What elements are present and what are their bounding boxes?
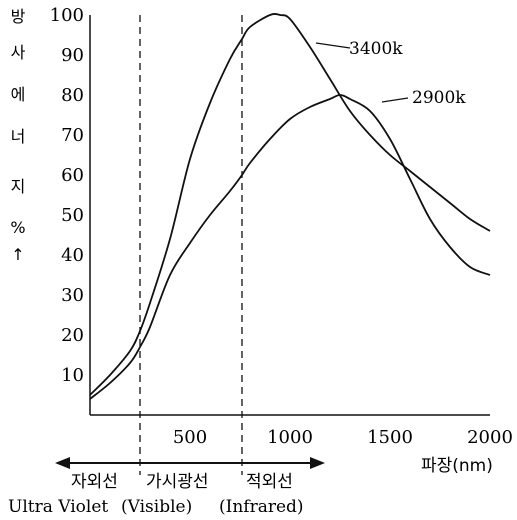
y-tick-label: 80: [61, 85, 84, 106]
x-tick-label: 1000: [267, 427, 313, 448]
y-tick-labels: 10 20 30 40 50 60 70 80 90 100: [50, 5, 84, 386]
y-tick-label: 40: [61, 245, 84, 266]
y-tick-label: 70: [61, 125, 84, 146]
y-tick-label: 60: [61, 165, 84, 186]
ir-label-en: (Infrared): [219, 497, 304, 517]
y-tick-label: 100: [50, 5, 84, 26]
x-tick-labels: 500 1000 1500 2000: [173, 427, 513, 448]
series-3400k-leader: [315, 42, 351, 49]
uv-label-kr: 자외선: [71, 472, 118, 492]
series-line-2900k: [89, 94, 491, 400]
series-3400k-label: 3400k: [349, 39, 403, 59]
y-tick-label: 90: [61, 45, 84, 66]
visible-label-en: (Visible): [121, 497, 192, 517]
series-line-3400k: [89, 13, 491, 396]
series-2900k-leader: [381, 97, 409, 103]
series-2900k-label: 2900k: [412, 88, 466, 108]
visible-label-kr: 가시광선: [146, 472, 209, 492]
y-axis-label-char: 에: [11, 85, 26, 104]
band-arrow-left-head: [55, 457, 70, 469]
x-tick-label: 500: [173, 427, 207, 448]
uv-label-en: Ultra Violet: [8, 497, 108, 517]
x-tick-label: 2000: [467, 427, 513, 448]
y-axis-label-char: ↑: [11, 245, 24, 264]
y-axis-label-char: 방: [11, 7, 26, 26]
x-tick-label: 1500: [367, 427, 413, 448]
x-axis-label: 파장(nm): [421, 456, 493, 476]
y-axis-label-char: %: [10, 218, 25, 237]
band-boundaries: [139, 15, 243, 475]
y-tick-label: 50: [61, 205, 84, 226]
ir-label-kr: 적외선: [246, 472, 293, 492]
y-tick-label: 20: [61, 325, 84, 346]
band-arrow-right-head: [310, 457, 325, 469]
y-axis-label-char: 지: [11, 177, 26, 196]
y-axis-label-char: 너: [11, 127, 26, 146]
y-tick-label: 10: [61, 365, 84, 386]
series-lines: [89, 13, 491, 400]
y-axis-label-char: 사: [11, 43, 26, 62]
y-tick-label: 30: [61, 285, 84, 306]
